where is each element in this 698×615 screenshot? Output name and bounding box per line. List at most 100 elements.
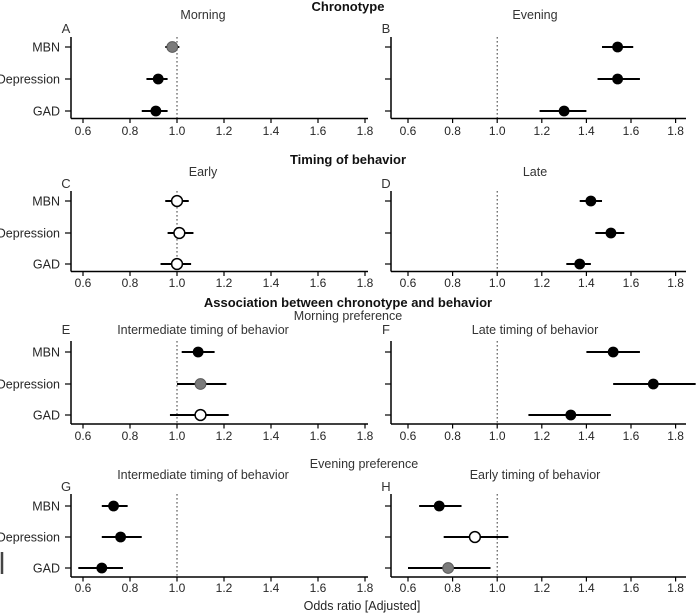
or-marker [468,530,482,544]
panel-title: Evening [512,8,557,22]
x-tick-label: 1.4 [578,581,595,595]
x-tick-label: 1.0 [489,429,506,443]
panel-title: Late timing of behavior [472,323,598,337]
x-tick-label: 0.6 [75,429,92,443]
x-tick-label: 1.8 [667,429,684,443]
x-tick-label: 1.6 [623,581,640,595]
row-label: MBN [32,346,60,360]
x-tick-label: 1.6 [310,429,327,443]
row-label: Depression [0,227,60,241]
or-marker [170,257,184,271]
row-label: Depression [0,531,60,545]
panel-A: Morning A 0.6 0.8 1.0 1.2 1.4 1.6 1.8 MBN Depressi… [0,8,374,138]
section-subheader: Evening preference [310,457,418,471]
panel-title: Morning [180,8,225,22]
panel-letter: D [381,176,390,191]
or-marker [612,73,624,85]
panel-H: Early timing of behavior H 0.6 0.8 1.0 1.2 1.4… [381,468,686,595]
x-tick-label: 1.4 [578,276,595,290]
row-label: Depression [0,378,60,392]
or-marker [647,378,659,390]
panel-B: Evening B 0.6 0.8 1.0 1.2 1.4 1.6 1.8 [382,8,686,138]
x-tick-label: 1.0 [489,276,506,290]
panel-letter: G [61,479,71,494]
x-tick-label: 1.4 [263,429,280,443]
or-marker [442,562,455,574]
x-tick-label: 0.6 [400,429,417,443]
x-tick-label: 1.4 [263,124,280,138]
panel-letter: E [62,322,71,337]
x-tick-label: 1.4 [578,124,595,138]
x-tick-label: 1.4 [263,581,280,595]
panel-G: Intermediate timing of behavior G 0.6 0.8 1.… [0,468,374,595]
or-marker [192,346,204,358]
x-tick-label: 0.6 [400,124,417,138]
panel-title: Intermediate timing of behavior [117,468,289,482]
x-tick-label: 1.8 [357,581,374,595]
panel-letter: C [61,176,70,191]
x-tick-label: 1.8 [357,124,374,138]
x-tick-label: 0.6 [75,276,92,290]
section-header: Timing of behavior [290,152,406,167]
x-tick-label: 1.8 [667,124,684,138]
x-tick-label: 0.8 [122,124,139,138]
or-marker [605,227,617,239]
or-marker [194,378,207,390]
or-marker [166,41,179,53]
x-tick-label: 1.8 [357,276,374,290]
panel-C: Early C 0.6 0.8 1.0 1.2 1.4 1.6 1.8 MBN Depression… [0,165,374,290]
section-subheader: Morning preference [294,309,402,323]
x-tick-label: 1.8 [667,276,684,290]
x-tick-label: 0.8 [444,276,461,290]
figure-section-2: Association between chronotype and behav… [0,295,696,443]
row-label: Depression [0,73,60,87]
x-tick-label: 1.6 [310,124,327,138]
or-marker [152,73,164,85]
x-axis-label: Odds ratio [Adjusted] [304,599,421,613]
x-tick-label: 1.2 [533,581,550,595]
x-tick-label: 1.6 [310,276,327,290]
panel-title: Early timing of behavior [470,468,601,482]
row-label: GAD [33,258,60,272]
x-tick-label: 1.2 [216,276,233,290]
or-marker [115,531,126,543]
row-label: MBN [32,500,60,514]
or-marker [194,408,207,422]
panel-D: Late D 0.6 0.8 1.0 1.2 1.4 1.6 1.8 [381,165,686,290]
x-tick-label: 1.8 [357,429,374,443]
or-marker [433,500,445,512]
panel-letter: H [381,479,390,494]
row-label: GAD [33,409,60,423]
x-tick-label: 1.8 [667,581,684,595]
x-tick-label: 1.0 [489,124,506,138]
or-marker [170,194,184,208]
row-label: MBN [32,195,60,209]
x-tick-label: 0.6 [75,581,92,595]
x-tick-label: 1.4 [263,276,280,290]
panel-letter: A [62,21,71,36]
panel-letter: B [382,21,391,36]
row-label: MBN [32,41,60,55]
x-tick-label: 1.0 [169,581,186,595]
panel-title: Late [523,165,547,179]
or-marker [574,258,586,270]
x-tick-label: 1.6 [623,124,640,138]
x-tick-label: 1.0 [169,124,186,138]
x-tick-label: 1.6 [623,429,640,443]
or-marker [108,500,119,512]
section-header: Chronotype [312,0,385,14]
or-marker [173,226,186,240]
x-tick-label: 0.6 [75,124,92,138]
or-marker [565,409,577,421]
x-tick-label: 0.8 [122,581,139,595]
x-tick-label: 0.8 [444,124,461,138]
x-tick-label: 1.2 [216,124,233,138]
x-tick-label: 0.6 [400,276,417,290]
x-tick-label: 0.8 [444,429,461,443]
panel-title: Early [189,165,218,179]
x-tick-label: 1.4 [578,429,595,443]
x-tick-label: 1.2 [216,581,233,595]
